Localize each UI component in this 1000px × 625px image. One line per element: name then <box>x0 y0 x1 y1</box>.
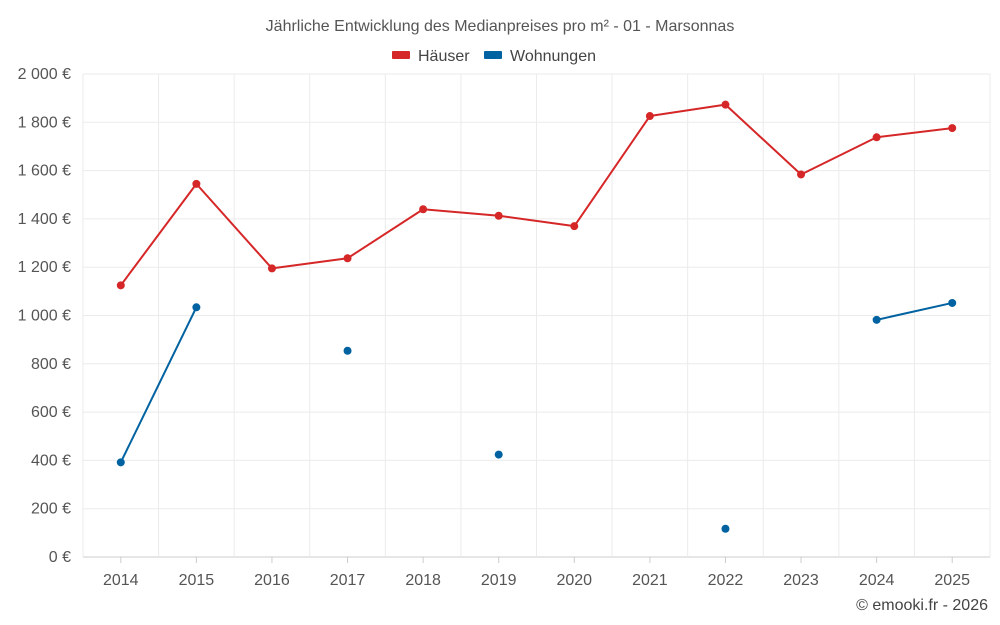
data-point-wohnungen[interactable] <box>494 450 503 459</box>
x-tick-label: 2022 <box>708 572 744 589</box>
y-tick-label: 1 800 € <box>18 114 71 131</box>
data-point-haeuser[interactable] <box>721 100 730 109</box>
data-point-wohnungen[interactable] <box>721 524 730 533</box>
data-point-haeuser[interactable] <box>872 133 881 142</box>
data-point-haeuser[interactable] <box>948 124 957 133</box>
legend-label-wohnungen[interactable]: Wohnungen <box>510 48 596 65</box>
y-tick-label: 200 € <box>31 501 71 518</box>
x-tick-label: 2017 <box>330 572 366 589</box>
y-tick-label: 2 000 € <box>18 66 71 83</box>
series-haeuser <box>116 100 957 290</box>
y-tick-label: 800 € <box>31 356 71 373</box>
data-point-haeuser[interactable] <box>116 281 125 290</box>
y-tick-label: 1 400 € <box>18 211 71 228</box>
x-axis-labels: 2014 2015 2016 2017 2018 2019 2020 2021 2022 2023… <box>103 557 970 589</box>
data-point-haeuser[interactable] <box>419 205 428 214</box>
data-point-haeuser[interactable] <box>267 264 276 273</box>
x-tick-label: 2025 <box>934 572 970 589</box>
data-point-haeuser[interactable] <box>570 222 579 231</box>
data-point-haeuser[interactable] <box>343 254 352 263</box>
credit-text: © emooki.fr - 2026 <box>856 597 988 614</box>
data-point-haeuser[interactable] <box>192 179 201 188</box>
legend-label-haeuser[interactable]: Häuser <box>418 48 470 65</box>
series-wohnungen <box>116 298 957 533</box>
y-tick-label: 600 € <box>31 404 71 421</box>
x-tick-label: 2014 <box>103 572 139 589</box>
grid <box>82 73 991 558</box>
series-layer <box>116 100 957 533</box>
x-tick-label: 2020 <box>556 572 592 589</box>
y-tick-label: 1 600 € <box>18 163 71 180</box>
data-point-wohnungen[interactable] <box>192 303 201 312</box>
data-point-wohnungen[interactable] <box>872 315 881 324</box>
legend-swatch-wohnungen <box>484 51 502 59</box>
x-tick-label: 2018 <box>405 572 441 589</box>
data-point-haeuser[interactable] <box>494 211 503 220</box>
y-axis-labels: 0 € 200 € 400 € 600 € 800 € 1 000 € 1 200 € 1 4… <box>18 66 71 566</box>
y-tick-label: 1 000 € <box>18 308 71 325</box>
x-tick-label: 2021 <box>632 572 668 589</box>
data-point-wohnungen[interactable] <box>116 458 125 467</box>
series-line-wohnungen <box>876 301 953 321</box>
x-tick-label: 2024 <box>859 572 895 589</box>
x-tick-label: 2023 <box>783 572 819 589</box>
data-point-haeuser[interactable] <box>645 112 654 121</box>
y-tick-label: 1 200 € <box>18 259 71 276</box>
x-tick-label: 2019 <box>481 572 517 589</box>
x-tick-label: 2016 <box>254 572 290 589</box>
y-tick-label: 400 € <box>31 452 71 469</box>
legend-swatch-haeuser <box>392 51 410 59</box>
data-point-wohnungen[interactable] <box>948 298 957 307</box>
series-line-wohnungen <box>119 306 198 463</box>
data-point-haeuser[interactable] <box>797 170 806 179</box>
y-tick-label: 0 € <box>49 549 71 566</box>
data-point-wohnungen[interactable] <box>343 346 352 355</box>
series-line-haeuser <box>119 103 953 286</box>
chart-title: Jährliche Entwicklung des Medianpreises … <box>266 18 735 35</box>
legend: Häuser Wohnungen <box>392 48 596 65</box>
x-tick-label: 2015 <box>179 572 215 589</box>
